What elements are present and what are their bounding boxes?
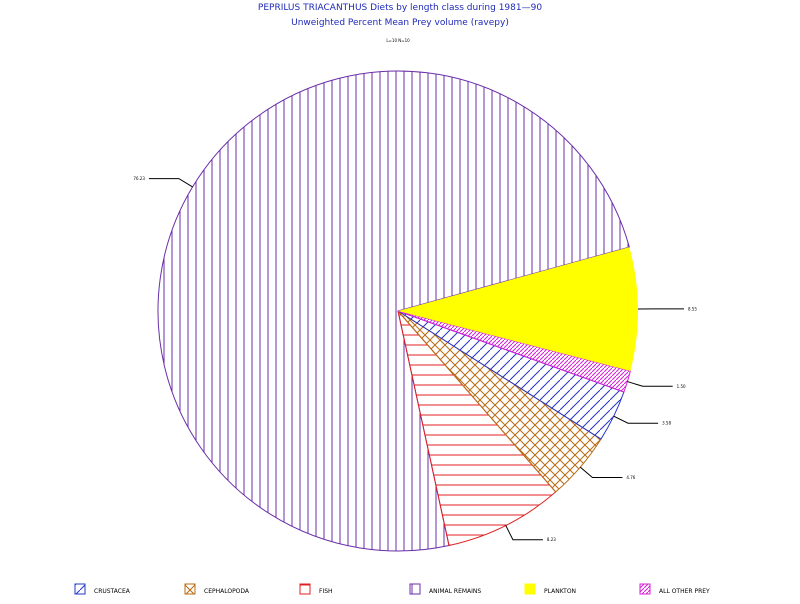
data-label-crustacea: 3.58 xyxy=(662,421,671,426)
legend-label-all-other-prey: ALL OTHER PREY xyxy=(659,588,710,595)
callout-line-all-other-prey xyxy=(627,382,672,387)
legend-label-crustacea: CRUSTACEA xyxy=(94,588,131,595)
chart-title: PEPRILUS TRIACANTHUS Diets by length cla… xyxy=(258,3,542,13)
legend-label-plankton: PLANKTON xyxy=(544,588,576,595)
data-label-animal-remains: 76.23 xyxy=(133,176,145,181)
legend-label-animal-remains: ANIMAL REMAINS xyxy=(429,588,481,595)
data-label-fish: 8.23 xyxy=(547,537,556,542)
legend-swatch-all-other-prey xyxy=(640,584,650,594)
pie-group: 76.23 8.23 4.76 3.58 1.50 8.55 xyxy=(133,71,697,551)
data-label-cephalopoda: 4.76 xyxy=(626,475,635,480)
callout-line-animal-remains xyxy=(149,179,193,187)
legend-label-cephalopoda: CEPHALOPODA xyxy=(204,588,250,595)
legend-label-fish: FISH xyxy=(319,588,333,595)
data-label-plankton: 8.55 xyxy=(688,306,697,311)
legend-swatch-plankton xyxy=(525,584,535,594)
legend-swatch-fish xyxy=(300,584,310,594)
legend-swatch-crustacea xyxy=(75,584,85,594)
callout-line-fish xyxy=(506,525,543,539)
legend: CRUSTACEA CEPHALOPODA FISH ANIMAL REMAINS PL… xyxy=(75,584,710,595)
chart-subtitle: Unweighted Percent Mean Prey volume (rav… xyxy=(291,18,509,28)
legend-swatch-animal-remains xyxy=(410,584,420,594)
legend-swatch-cephalopoda xyxy=(185,584,195,594)
callout-line-crustacea xyxy=(614,416,658,423)
callout-line-cephalopoda xyxy=(580,467,622,477)
data-label-all-other-prey: 1.50 xyxy=(677,384,686,389)
group-label: L=10 N=10 xyxy=(386,38,410,43)
